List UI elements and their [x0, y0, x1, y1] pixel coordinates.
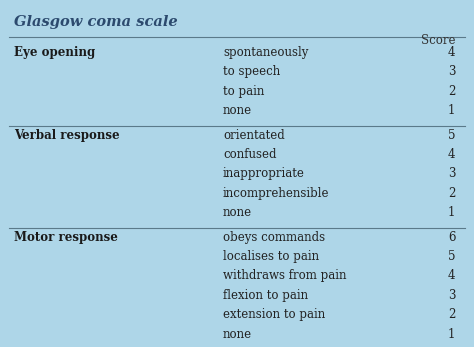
- Text: to speech: to speech: [223, 65, 280, 78]
- Text: 2: 2: [448, 308, 456, 321]
- Text: obeys commands: obeys commands: [223, 231, 325, 244]
- Text: 5: 5: [448, 129, 456, 142]
- Text: incomprehensible: incomprehensible: [223, 187, 329, 200]
- Text: withdraws from pain: withdraws from pain: [223, 269, 346, 282]
- Text: 4: 4: [448, 46, 456, 59]
- Text: inappropriate: inappropriate: [223, 167, 305, 180]
- Text: Glasgow coma scale: Glasgow coma scale: [14, 15, 178, 29]
- Text: none: none: [223, 328, 252, 340]
- Text: Score: Score: [421, 34, 456, 47]
- Text: 1: 1: [448, 328, 456, 340]
- Text: Eye opening: Eye opening: [14, 46, 95, 59]
- Text: localises to pain: localises to pain: [223, 250, 319, 263]
- Text: none: none: [223, 206, 252, 219]
- Text: orientated: orientated: [223, 129, 285, 142]
- Text: Motor response: Motor response: [14, 231, 118, 244]
- Text: 5: 5: [448, 250, 456, 263]
- Text: 3: 3: [448, 65, 456, 78]
- Text: 3: 3: [448, 167, 456, 180]
- Text: none: none: [223, 104, 252, 117]
- Text: 1: 1: [448, 104, 456, 117]
- Text: 1: 1: [448, 206, 456, 219]
- Text: 3: 3: [448, 289, 456, 302]
- Text: 6: 6: [448, 231, 456, 244]
- Text: 4: 4: [448, 148, 456, 161]
- Text: 4: 4: [448, 269, 456, 282]
- Text: confused: confused: [223, 148, 276, 161]
- Text: Verbal response: Verbal response: [14, 129, 119, 142]
- Text: to pain: to pain: [223, 85, 264, 98]
- Text: 2: 2: [448, 187, 456, 200]
- Text: spontaneously: spontaneously: [223, 46, 309, 59]
- Text: flexion to pain: flexion to pain: [223, 289, 308, 302]
- Text: 2: 2: [448, 85, 456, 98]
- Text: extension to pain: extension to pain: [223, 308, 325, 321]
